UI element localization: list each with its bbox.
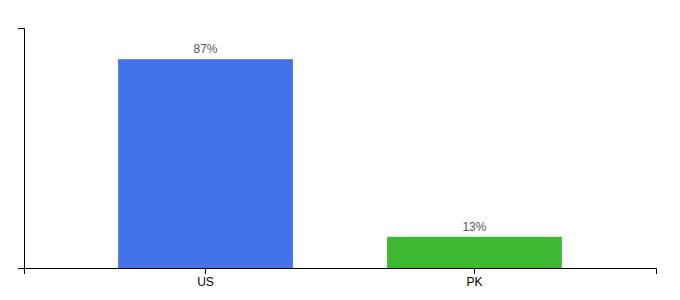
x-tick-label: US xyxy=(197,275,214,289)
bar xyxy=(118,59,293,268)
plot: 87% 13% US PK xyxy=(18,29,657,289)
data-labels: 87% 13% xyxy=(194,42,487,234)
y-axis xyxy=(18,29,25,269)
bars xyxy=(118,59,562,268)
chart: 87% 13% US PK xyxy=(0,0,680,300)
x-axis: US PK xyxy=(25,268,657,289)
bar xyxy=(387,237,562,268)
y-axis-line xyxy=(18,29,25,269)
data-label: 13% xyxy=(462,220,486,234)
x-tick: PK xyxy=(466,268,482,289)
x-tick-mark xyxy=(205,268,206,274)
x-tick: US xyxy=(197,268,214,289)
x-tick-mark xyxy=(474,268,475,274)
data-label: 87% xyxy=(194,42,218,56)
x-tick-label: PK xyxy=(466,275,482,289)
x-axis-line xyxy=(25,269,657,275)
